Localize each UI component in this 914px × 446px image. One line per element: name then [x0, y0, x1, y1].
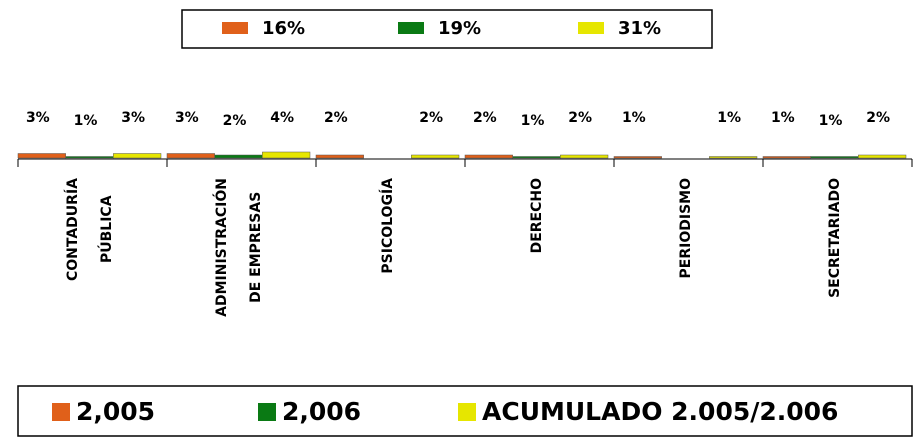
summary-label: 16% [262, 18, 305, 39]
x-tick-label: CONTADURÍA PÚBLICA [64, 178, 115, 282]
legend-label: 2,005 [76, 397, 155, 426]
bar [709, 156, 758, 159]
data-label: 2% [473, 110, 497, 126]
data-label: 2% [568, 110, 592, 126]
data-label: 2% [419, 110, 443, 126]
bar [512, 156, 561, 159]
x-tick-label: ADMINISTRACIÓN DE EMPRESAS [213, 178, 264, 317]
legend-swatch [258, 403, 276, 421]
x-tick-label: SECRETARIADO [826, 178, 843, 298]
data-label: 3% [26, 110, 50, 126]
data-label: 2% [223, 113, 247, 129]
bar [315, 154, 364, 159]
data-label: 1% [819, 113, 843, 129]
data-label: 1% [771, 110, 795, 126]
data-label: 1% [74, 113, 98, 129]
data-label: 1% [521, 113, 545, 129]
bar [17, 153, 66, 159]
legend-label: ACUMULADO 2.005/2.006 [482, 397, 838, 426]
summary-box [181, 9, 713, 49]
bar [613, 156, 662, 159]
x-tick-label: DERECHO [528, 178, 545, 254]
bar [65, 156, 114, 159]
summary-swatch [578, 22, 604, 34]
x-tick-label: PERIODISMO [677, 178, 694, 279]
data-label: 3% [175, 110, 199, 126]
bar [166, 153, 215, 159]
bar [762, 156, 811, 159]
summary-swatch [398, 22, 424, 34]
legend-swatch [458, 403, 476, 421]
bar [214, 154, 263, 159]
data-label: 1% [622, 110, 646, 126]
x-tick-label: PSICOLOGÍA [379, 178, 396, 274]
legend-label: 2,006 [282, 397, 361, 426]
bar [262, 151, 311, 159]
data-label: 3% [121, 110, 145, 126]
data-label: 2% [866, 110, 890, 126]
bar [113, 153, 162, 159]
bar [464, 154, 513, 159]
legend-swatch [52, 403, 70, 421]
bar [411, 154, 460, 159]
bar [810, 156, 859, 159]
summary-label: 31% [618, 18, 661, 39]
data-label: 2% [324, 110, 348, 126]
bar [560, 154, 609, 159]
summary-swatch [222, 22, 248, 34]
summary-label: 19% [438, 18, 481, 39]
data-label: 4% [270, 110, 294, 126]
data-label: 1% [717, 110, 741, 126]
bar [858, 154, 907, 159]
